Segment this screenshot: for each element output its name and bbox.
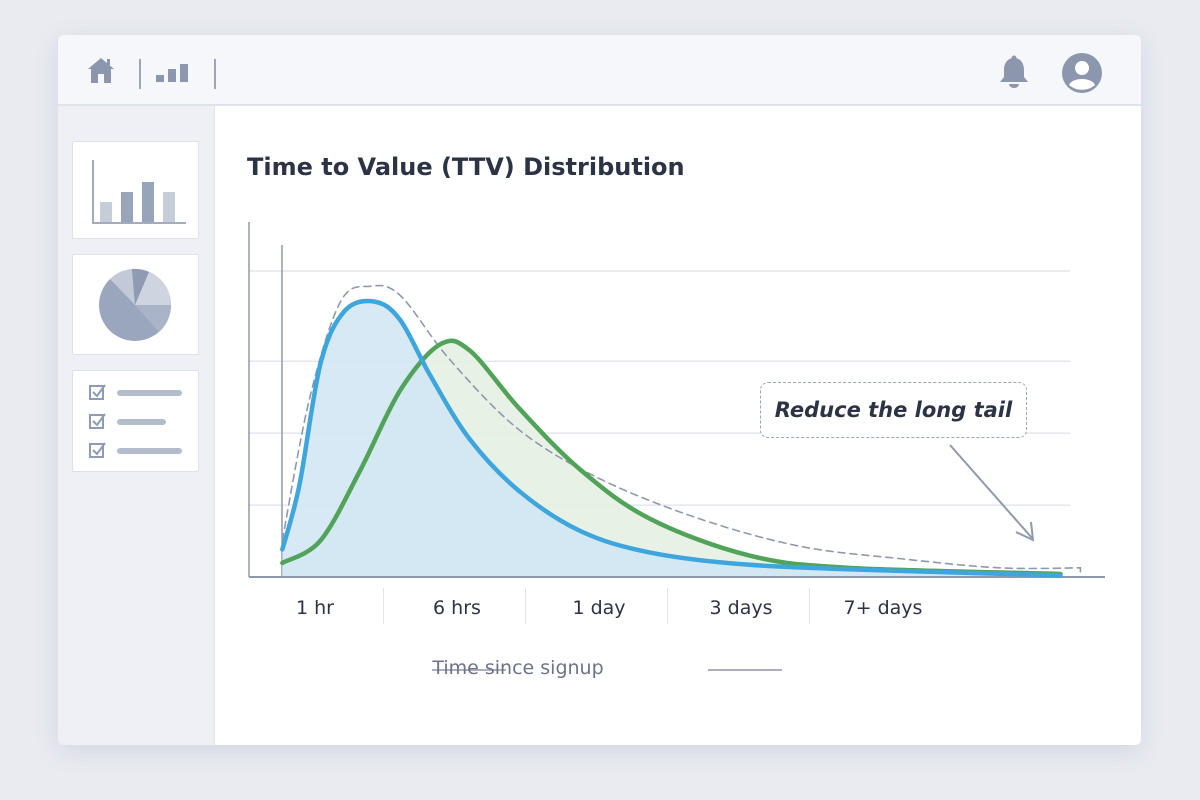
chart-area xyxy=(248,222,1105,578)
app-window: Time to Value (TTV) Distribution Reduce … xyxy=(58,35,1141,745)
home-icon[interactable] xyxy=(86,55,116,85)
x-tick-label: 6 hrs xyxy=(433,597,481,619)
x-tick-label: 1 day xyxy=(572,597,626,619)
user-avatar-icon[interactable] xyxy=(1062,53,1102,93)
arrow-head-icon xyxy=(1015,521,1035,542)
tick-separator xyxy=(383,588,384,624)
x-tick-label: 7+ days xyxy=(843,597,923,619)
tick-separator xyxy=(525,588,526,624)
pie-chart-thumbnail[interactable] xyxy=(72,254,199,355)
annotation-box: Reduce the long tail xyxy=(760,382,1027,438)
x-tick-label: 1 hr xyxy=(296,597,334,619)
x-axis-title: Time since signup xyxy=(432,657,604,679)
tick-separator xyxy=(667,588,668,624)
top-bar xyxy=(58,35,1141,106)
bar-chart-icon[interactable] xyxy=(156,63,190,87)
axis-title-line xyxy=(708,669,782,671)
tick-separator xyxy=(809,588,810,624)
divider xyxy=(214,59,216,89)
bar-chart-thumbnail[interactable] xyxy=(72,141,199,239)
axis-title-line xyxy=(432,669,506,671)
annotation-arrow xyxy=(949,444,1033,539)
series-line xyxy=(281,284,1082,578)
series-line xyxy=(280,298,1063,578)
checklist-thumbnail[interactable] xyxy=(72,370,199,472)
series-line xyxy=(280,338,1063,577)
divider xyxy=(139,59,141,89)
sidebar xyxy=(58,106,215,745)
x-tick-label: 3 days xyxy=(709,597,773,619)
bell-icon[interactable] xyxy=(997,55,1031,91)
series-fill xyxy=(282,300,1061,577)
chart-title: Time to Value (TTV) Distribution xyxy=(247,153,685,181)
